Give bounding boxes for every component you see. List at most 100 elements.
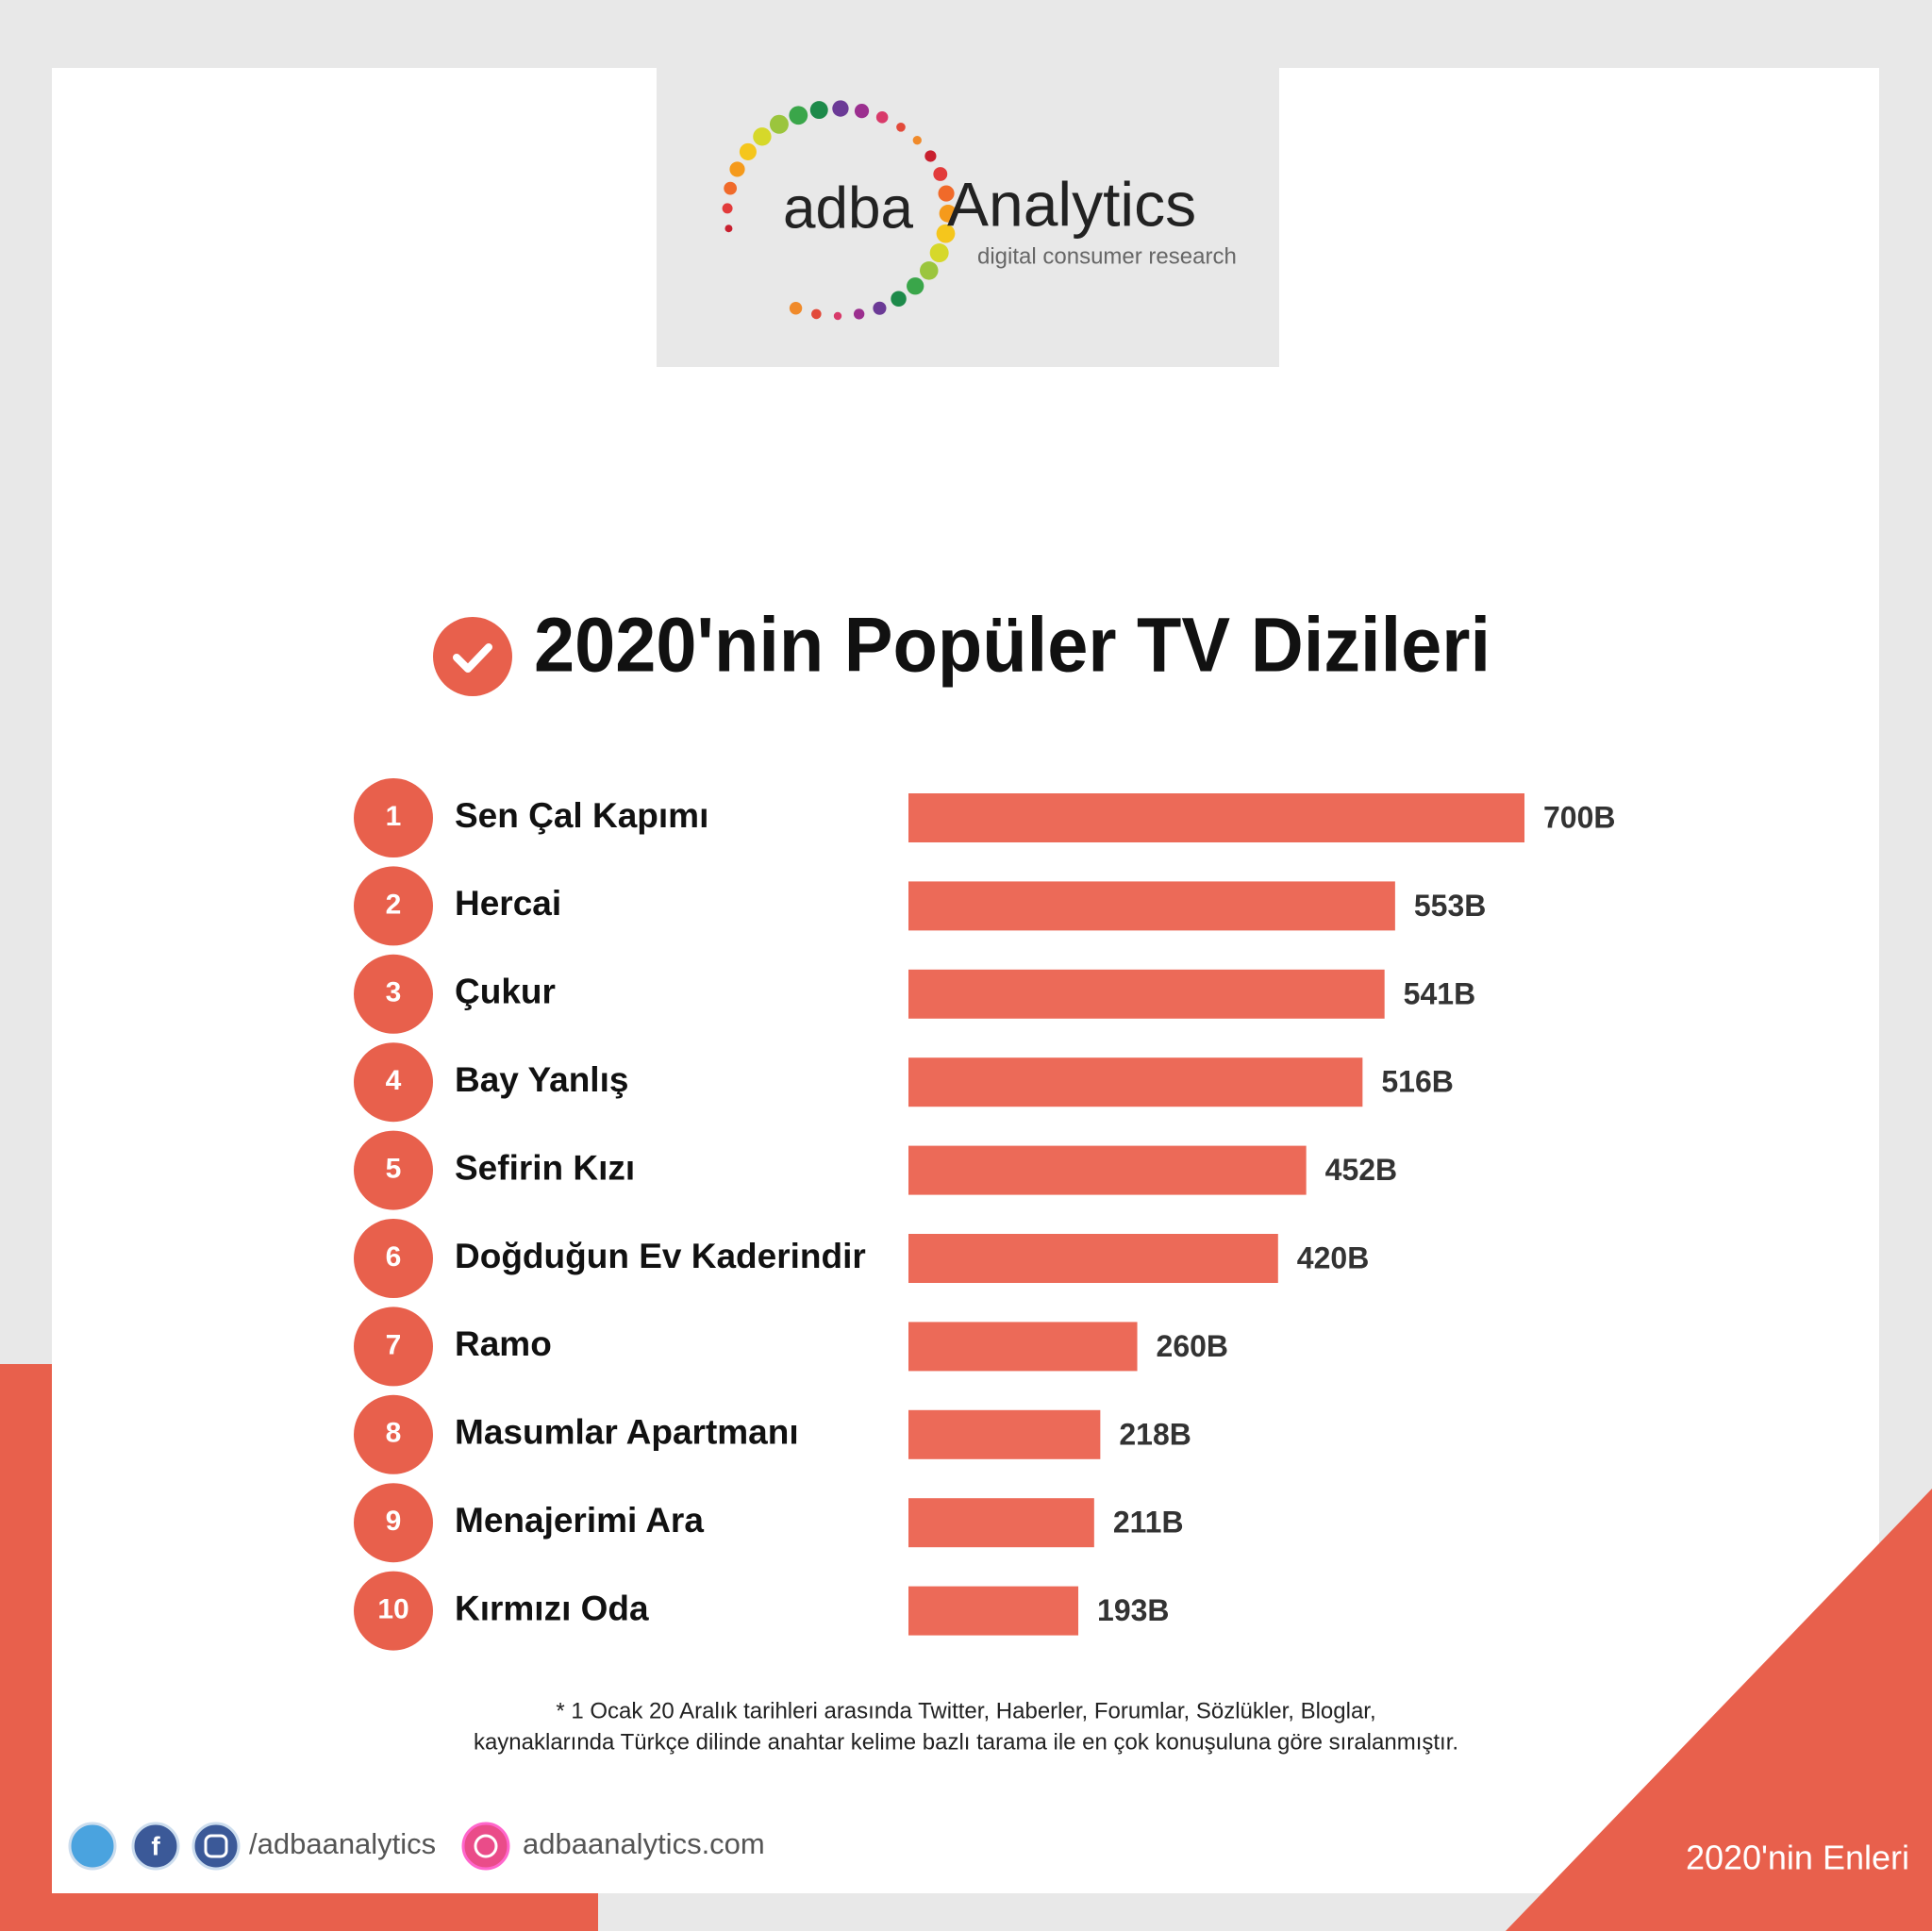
logo-tagline: digital consumer research: [977, 243, 1237, 269]
rank-label: 8: [386, 1418, 402, 1449]
facebook-icon: f: [151, 1831, 160, 1860]
value-label: 541B: [1404, 976, 1476, 1010]
rank-label: 5: [386, 1154, 402, 1185]
value-label: 260B: [1157, 1329, 1229, 1363]
facebook-icon[interactable]: [131, 1822, 180, 1871]
logo-dot: [873, 301, 887, 315]
twitter-icon[interactable]: [68, 1822, 117, 1871]
logo-dot: [907, 277, 924, 295]
logo-dot: [833, 311, 842, 321]
logo-dot: [769, 114, 789, 134]
bar: [908, 881, 1395, 931]
logo-dot: [722, 203, 733, 214]
corner-triangle: [1506, 1489, 1932, 1931]
bar: [908, 1322, 1138, 1372]
instagram-icon: [204, 1834, 228, 1858]
logo-dot: [789, 106, 808, 125]
logo-dot: [811, 308, 822, 320]
website[interactable]: adbaanalytics.com: [523, 1827, 765, 1860]
value-label: 420B: [1297, 1240, 1370, 1274]
category-label: Kırmızı Oda: [455, 1589, 649, 1627]
bar: [908, 969, 1385, 1019]
logo-dot: [853, 308, 865, 320]
logo-brand: adba: [783, 175, 913, 241]
rank-badge: [354, 1130, 433, 1210]
value-label: 700B: [1543, 800, 1616, 834]
bar: [908, 1586, 1079, 1636]
logo-dot: [912, 136, 922, 145]
bar: [908, 1057, 1363, 1107]
dribbble-icon[interactable]: [461, 1822, 510, 1871]
chart: 1 Sen Çal Kapımı 700B 2 Hercai 553B 3 Çukur 541B…: [354, 778, 1616, 1651]
value-label: 516B: [1381, 1065, 1454, 1099]
rank-label: 7: [386, 1329, 402, 1360]
category-label: Çukur: [455, 973, 556, 1011]
category-label: Menajerimi Ara: [455, 1501, 704, 1540]
logo-dot: [936, 224, 956, 243]
rank-label: 1: [386, 801, 402, 832]
rank-badge: [354, 1571, 433, 1651]
logo-dot: [724, 225, 733, 233]
logo-dot: [854, 104, 870, 119]
footnote: * 1 Ocak 20 Aralık tarihleri arasında Tw…: [556, 1698, 1375, 1723]
rank-label: 9: [386, 1506, 402, 1537]
social-handle[interactable]: /adbaanalytics: [249, 1827, 436, 1860]
rank-badge: [354, 954, 433, 1034]
rank-badge: [354, 1042, 433, 1123]
bar: [908, 793, 1524, 842]
logo-box: [657, 68, 1279, 367]
rank-label: 6: [386, 1241, 402, 1273]
chart-title: 2020'nin Popüler TV Dizileri: [534, 603, 1491, 689]
bar: [908, 1234, 1278, 1283]
rank-badge: [354, 1219, 433, 1298]
value-label: 193B: [1097, 1593, 1170, 1627]
logo-dot: [875, 111, 889, 124]
check-icon: [453, 643, 492, 673]
category-label: Ramo: [455, 1324, 552, 1363]
logo-dot: [896, 122, 906, 132]
footnote: kaynaklarında Türkçe dilinde anahtar kel…: [474, 1729, 1458, 1755]
logo-dot: [939, 205, 958, 223]
logo-dot: [832, 100, 849, 117]
category-label: Sen Çal Kapımı: [455, 796, 708, 835]
logo-dot: [929, 243, 949, 263]
bar: [908, 1145, 1307, 1195]
rank-badge: [354, 1483, 433, 1563]
category-label: Hercai: [455, 884, 561, 923]
category-label: Bay Yanlış: [455, 1060, 628, 1099]
logo-name: Analytics: [947, 169, 1196, 239]
logo-dot: [753, 127, 772, 146]
logo-dot: [938, 185, 955, 202]
logo-dot: [724, 181, 738, 195]
bar: [908, 1409, 1101, 1459]
rank-badge: [354, 1394, 433, 1474]
rank-label: 2: [386, 889, 402, 920]
rank-badge: [354, 778, 433, 857]
corner-label: 2020'nin Enleri: [1686, 1839, 1909, 1877]
rank-badge: [354, 1307, 433, 1387]
logo-dot: [789, 302, 803, 315]
category-label: Doğduğun Ev Kaderindir: [455, 1237, 866, 1275]
logo-dot: [933, 167, 948, 181]
rank-label: 10: [377, 1594, 408, 1625]
rank-label: 3: [386, 977, 402, 1008]
value-label: 553B: [1414, 889, 1487, 923]
logo-dot: [809, 101, 828, 120]
category-label: Masumlar Apartmanı: [455, 1413, 799, 1452]
check-icon: [433, 617, 512, 696]
dribbble-icon: [474, 1834, 498, 1858]
logo-mark: [722, 100, 958, 321]
value-label: 452B: [1325, 1153, 1398, 1187]
instagram-icon[interactable]: [192, 1822, 241, 1871]
logo-dot: [729, 161, 745, 177]
logo-dot: [924, 150, 937, 162]
value-label: 211B: [1113, 1506, 1184, 1540]
corner-accent: [0, 1891, 598, 1931]
bar: [908, 1498, 1094, 1548]
value-label: 218B: [1119, 1417, 1191, 1451]
rank-badge: [354, 866, 433, 946]
rank-label: 4: [386, 1065, 402, 1096]
logo-dot: [739, 142, 757, 160]
